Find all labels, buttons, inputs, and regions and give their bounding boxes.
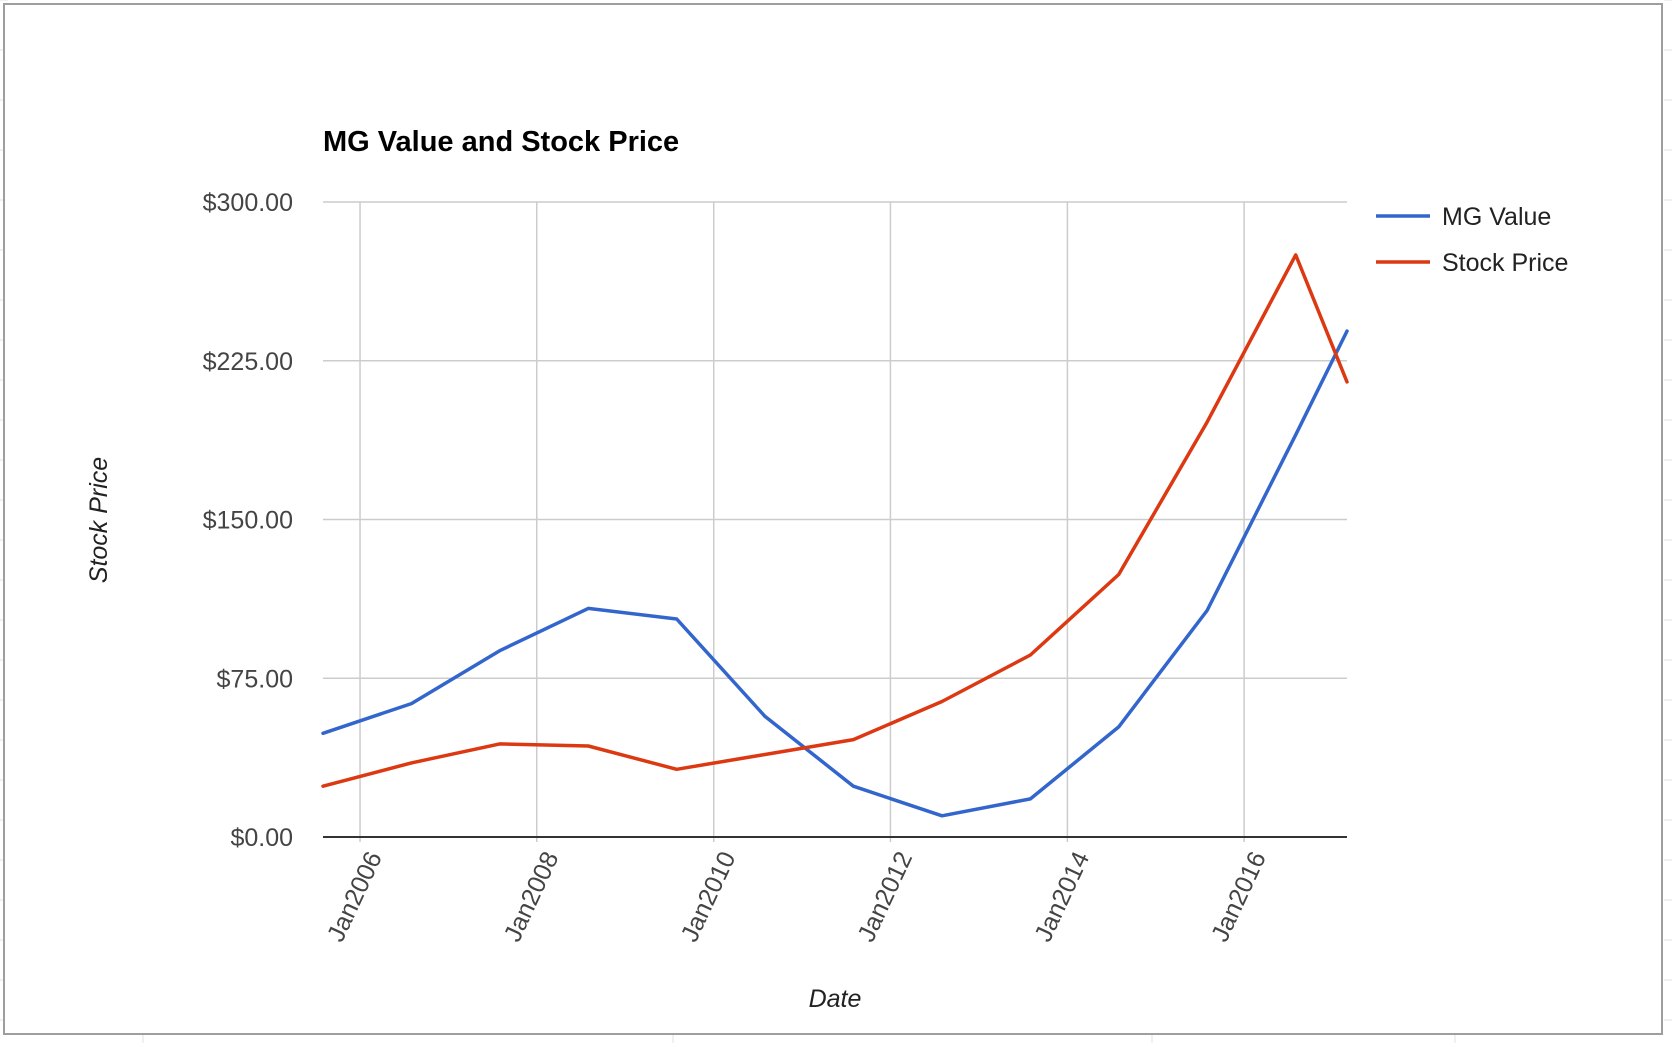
grid-lines (323, 201, 1347, 842)
series-line-mg-value (321, 329, 1349, 818)
y-tick-label: $75.00 (217, 665, 293, 693)
legend-label: MG Value (1442, 203, 1551, 231)
legend-label: Stock Price (1442, 249, 1568, 277)
y-tick-label: $150.00 (203, 507, 293, 535)
x-axis-label: Date (809, 985, 862, 1013)
y-tick-label: $0.00 (230, 824, 293, 852)
chart-legend: MG Value Stock Price (1376, 203, 1568, 277)
series-line-stock-price (321, 253, 1349, 788)
series-lines (321, 253, 1349, 818)
y-tick-label: $225.00 (203, 348, 293, 376)
y-tick-label: $300.00 (203, 189, 293, 217)
y-axis-ticks: $0.00 $75.00 $150.00 $225.00 $300.00 (203, 189, 293, 852)
chart-title: MG Value and Stock Price (323, 126, 679, 158)
y-axis-label: Stock Price (85, 457, 113, 583)
